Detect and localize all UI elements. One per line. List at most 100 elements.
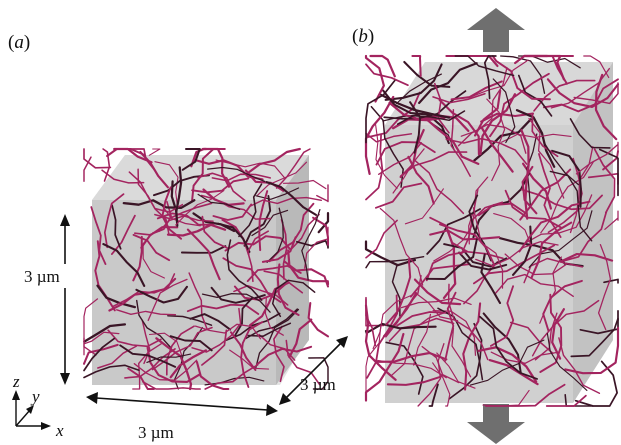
fiber-strand [119, 344, 177, 368]
fiber-strand [396, 110, 466, 125]
fiber-strand [155, 337, 193, 391]
fiber-strand [102, 243, 146, 287]
fiber-strand [186, 303, 260, 315]
fiber-strand [247, 322, 292, 337]
fiber-strand [488, 358, 539, 386]
fiber-strand [539, 293, 563, 373]
fiber-strand [97, 345, 138, 369]
fiber-strand [492, 78, 516, 144]
fiber-strand [191, 148, 226, 202]
fiber-strand [500, 133, 572, 143]
depth-dimension-label: 3 µm [300, 375, 336, 394]
fiber-strand [170, 180, 179, 227]
fiber-strand [307, 301, 330, 338]
fiber-strand [520, 129, 530, 220]
fiber-strand [366, 294, 399, 379]
dimension-width-a: 3 µm [86, 392, 278, 442]
fiber-strand [217, 222, 251, 253]
fiber-strand [255, 345, 313, 366]
fiber-strand [421, 345, 460, 384]
fiber-strand [382, 89, 450, 145]
fiber-strand [317, 211, 330, 234]
fiber-strand [246, 147, 301, 175]
fiber-strand [82, 343, 119, 365]
y-axis-line [15, 409, 31, 427]
fiber-strand [122, 199, 196, 209]
fiber-strand [180, 245, 227, 254]
fiber-strand [132, 235, 143, 282]
fiber-strand [116, 309, 177, 316]
stretch-arrow-up-icon [467, 8, 525, 52]
fiber-strand [411, 54, 422, 78]
fiber-strand [404, 188, 444, 225]
fiber-strand [451, 327, 472, 378]
fiber-strand [531, 112, 559, 158]
fiber-strand [316, 184, 329, 203]
fiber-strand [384, 63, 443, 101]
fiber-strand [472, 207, 504, 289]
fiber-strand [520, 188, 603, 211]
fiber-strand [462, 302, 482, 391]
fiber-strand [245, 308, 299, 340]
fiber-strand [493, 213, 533, 248]
fiber-strand [539, 256, 563, 324]
fiber-strand [515, 109, 556, 168]
fiber-strand [396, 311, 449, 327]
fiber-strand [103, 193, 125, 249]
fiber-strand [263, 270, 304, 294]
fiber-strand [517, 74, 553, 117]
fiber-strand [96, 284, 137, 309]
panel-a: (a) 3 µm 3 µm 3 µm [8, 32, 348, 442]
fiber-strand [399, 151, 468, 177]
fiber-strand [280, 218, 288, 280]
fiber-strand [414, 160, 465, 215]
fiber-strand [594, 73, 618, 141]
fiber-strand [83, 337, 97, 356]
fiber-strand [148, 148, 161, 156]
fiber-strand [396, 73, 442, 105]
fiber-strand [142, 381, 201, 390]
fiber-strand [523, 257, 584, 284]
arrow-up-right-icon [336, 336, 348, 348]
fiber-strand [380, 93, 451, 119]
fiber-strand [574, 360, 618, 407]
fiber-strand [375, 141, 436, 166]
fiber-strand [212, 203, 253, 221]
fiber-strand [312, 216, 330, 246]
fiber-strand [564, 326, 620, 375]
fiber-strand [436, 352, 476, 389]
fiber-strand [570, 317, 619, 358]
fiber-strand [583, 55, 610, 79]
fiber-strand [83, 331, 120, 356]
fiber-strand [367, 91, 421, 138]
fiber-strand [156, 212, 215, 226]
fiber-strand [191, 177, 250, 194]
fiber-strand [400, 297, 472, 309]
fiber-strand [90, 206, 107, 266]
fiber-strand [275, 148, 311, 189]
fiber-strand [519, 168, 572, 221]
height-dimension-label: 3 µm [24, 267, 60, 286]
fiber-strand [364, 332, 405, 402]
arrow-right-icon [266, 404, 278, 416]
axis-triad: z y x [12, 372, 64, 440]
fiber-strand [480, 126, 514, 173]
fiber-strand [385, 258, 412, 326]
fiber-strand [135, 285, 189, 304]
fiber-strand [485, 383, 566, 407]
fiber-strand [469, 339, 545, 386]
dimension-height-a: 3 µm [22, 214, 72, 385]
fiber-strand [154, 161, 179, 208]
fiber-strand [111, 214, 136, 255]
fiber-strand [445, 137, 528, 165]
fiber-strand [248, 196, 323, 208]
stretch-arrow-down-icon [467, 404, 525, 444]
height-label-bg [22, 264, 72, 288]
fiber-strand [528, 117, 565, 199]
fiber-strand [425, 238, 478, 280]
fiber-strand [551, 308, 566, 360]
arrow-down-left-icon [279, 393, 291, 405]
fiber-strand [450, 80, 503, 101]
fiber-strand [233, 284, 289, 306]
fiber-strand [364, 95, 395, 176]
